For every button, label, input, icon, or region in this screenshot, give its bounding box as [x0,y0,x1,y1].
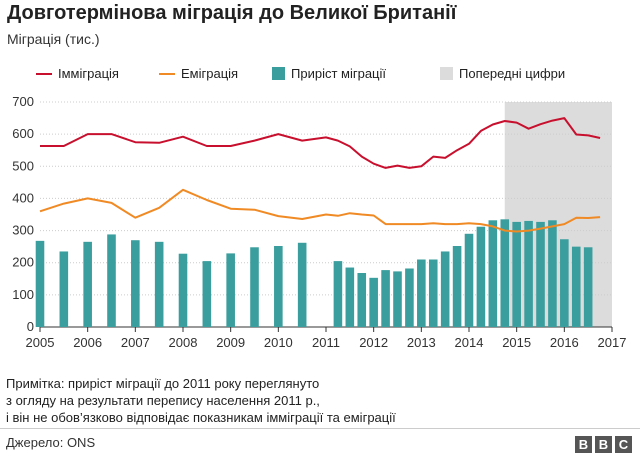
emigration-line [39,188,601,233]
y-tick-label: 0 [27,319,34,334]
x-tick-label: 2008 [169,335,198,350]
net-migration-bar [131,240,140,327]
logo-block: C [615,436,632,453]
net-migration-bar [548,220,557,327]
net-migration-bar [583,247,593,327]
x-tick-label: 2013 [407,335,436,350]
x-tick-label: 2010 [264,335,293,350]
footnote-line: і він не обов’язково відповідає показник… [6,410,396,425]
x-tick-label: 2017 [598,335,627,350]
net-migration-bar [512,221,521,327]
net-migration-bar [500,219,510,327]
legend-swatch-immigration [36,72,52,75]
x-tick-label: 2005 [26,335,55,350]
net-migration-bar [560,239,569,327]
net-migration-bar [35,240,45,327]
x-tick-label: 2007 [121,335,150,350]
legend-swatch-provisional [440,67,453,80]
legend-swatch-emigration [159,72,175,75]
legend-label-provisional: Попередні цифри [459,66,566,81]
legend-item-emigration: Еміграція [159,66,238,81]
x-tick-label: 2014 [455,335,484,350]
legend-item-provisional: Попередні цифри [440,66,565,81]
net-migration-bar [178,253,188,327]
source-text: Джерело: ONS [6,435,96,450]
logo-block: B [575,436,592,453]
net-migration-bar [393,271,402,327]
x-tick-label: 2006 [73,335,102,350]
logo-block: B [595,436,612,453]
legend-swatch-net [272,67,285,80]
chart-subtitle: Міграція (тис.) [7,31,100,47]
x-tick-label: 2012 [359,335,388,350]
y-tick-label: 400 [12,190,34,205]
y-tick-label: 600 [12,126,34,141]
net-migration-bar [536,221,545,327]
net-migration-bar [274,246,283,327]
net-migration-bar [488,220,498,327]
bbc-logo: B B C [575,436,632,453]
net-migration-bar [405,268,414,327]
net-migration-bar [59,251,69,327]
legend-item-net: Приріст міграції [272,66,386,81]
net-migration-bar [417,259,426,327]
y-tick-label: 300 [12,223,34,238]
net-migration-bar [440,251,450,327]
footnote-line: з огляду на результати перепису населенн… [6,393,320,408]
net-migration-bar [452,246,462,327]
legend-label-net: Приріст міграції [291,66,386,81]
net-migration-bar [202,261,212,327]
net-migration-bar [226,253,235,327]
y-tick-label: 100 [12,287,34,302]
net-migration-bar [297,242,307,327]
immigration-line [40,117,601,169]
net-migration-bar [333,261,343,327]
net-migration-bar [381,270,390,327]
x-tick-label: 2015 [502,335,531,350]
legend: Імміграція Еміграція Приріст міграції По… [0,66,640,84]
net-migration-bar [107,234,116,327]
net-migration-bar [476,226,486,327]
chart-area: 0 100 200 300 400 500 600 700 2005 2006 2007 2008 20… [12,94,627,350]
footnote: Примітка: приріст міграції до 2011 року … [6,375,396,426]
net-migration-bar [250,247,259,327]
footnote-line: Примітка: приріст міграції до 2011 року … [6,376,320,391]
legend-item-immigration: Імміграція [36,66,119,81]
net-migration-bar [571,246,581,327]
x-tick-label: 2009 [216,335,245,350]
footer-divider [0,428,640,429]
legend-label-emigration: Еміграція [181,66,239,81]
y-tick-label: 700 [12,94,34,109]
net-migration-bar [345,267,355,327]
net-migration-bar [369,277,378,327]
x-tick-label: 2011 [312,335,340,350]
chart-title: Довготермінова міграція до Великої Брита… [7,2,457,24]
net-migration-bar [464,233,474,327]
y-tick-label: 500 [12,158,34,173]
legend-label-immigration: Імміграція [58,66,119,81]
x-tick-label: 2016 [550,335,579,350]
net-migration-bar [428,259,438,327]
provisional-region [504,102,612,327]
net-migration-bar [154,241,164,327]
net-migration-bar [357,273,367,327]
net-migration-bar [524,220,533,327]
y-tick-label: 200 [12,255,34,270]
net-migration-bar [83,241,92,327]
